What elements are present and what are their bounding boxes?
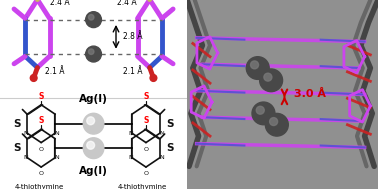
Circle shape — [88, 49, 94, 54]
Text: N: N — [54, 155, 59, 160]
Circle shape — [86, 12, 101, 28]
Circle shape — [265, 113, 288, 136]
Text: S: S — [13, 143, 20, 153]
Text: S: S — [167, 143, 174, 153]
Circle shape — [270, 118, 277, 125]
Text: 2.1 Å: 2.1 Å — [45, 67, 64, 76]
Circle shape — [251, 61, 259, 69]
Text: S: S — [143, 92, 149, 101]
Text: O: O — [143, 147, 149, 152]
Circle shape — [87, 141, 94, 149]
Circle shape — [86, 46, 101, 62]
Text: O: O — [39, 147, 44, 152]
Circle shape — [260, 69, 282, 92]
Circle shape — [30, 75, 37, 81]
Text: S: S — [39, 116, 44, 125]
Text: S: S — [143, 116, 149, 125]
Text: N: N — [23, 155, 28, 160]
Text: 2.4 Å: 2.4 Å — [118, 0, 137, 7]
Text: N: N — [54, 131, 59, 136]
Circle shape — [252, 102, 275, 125]
Circle shape — [88, 15, 94, 20]
Text: N: N — [128, 131, 133, 136]
Text: S: S — [39, 92, 44, 101]
Text: O: O — [39, 171, 44, 176]
Text: Ag(I): Ag(I) — [79, 94, 108, 104]
Circle shape — [246, 57, 269, 79]
Text: S: S — [167, 119, 174, 129]
Text: N: N — [159, 131, 164, 136]
Circle shape — [264, 73, 272, 81]
Text: S: S — [13, 119, 20, 129]
Circle shape — [83, 113, 104, 134]
Text: N: N — [23, 131, 28, 136]
Text: 2.4 Å: 2.4 Å — [50, 0, 70, 7]
Text: N: N — [128, 155, 133, 160]
Circle shape — [256, 106, 264, 114]
Text: 2.8 Å: 2.8 Å — [124, 32, 143, 41]
Circle shape — [87, 117, 94, 125]
Text: O: O — [143, 171, 149, 176]
Text: N: N — [159, 155, 164, 160]
Circle shape — [83, 138, 104, 159]
Text: 2.1 Å: 2.1 Å — [123, 67, 143, 76]
Text: 3.0 Å: 3.0 Å — [294, 88, 326, 99]
Text: Ag(I): Ag(I) — [79, 166, 108, 176]
Text: 4-thiothymine: 4-thiothymine — [118, 184, 167, 189]
Circle shape — [150, 75, 157, 81]
Text: 4-thiothymine: 4-thiothymine — [15, 184, 64, 189]
